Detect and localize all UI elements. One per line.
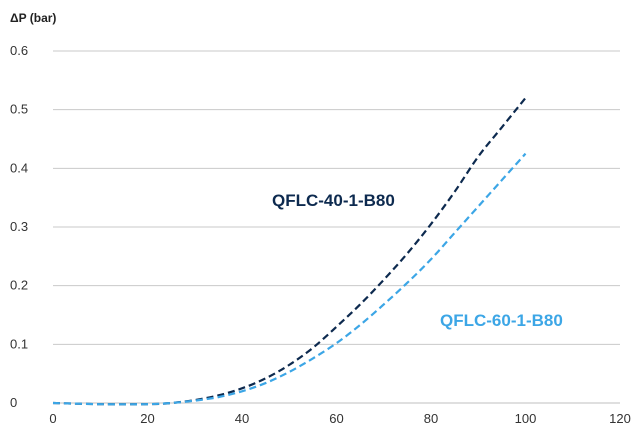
x-tick-label: 40 <box>235 411 249 426</box>
y-tick-label: 0.4 <box>10 160 28 175</box>
x-tick-label: 120 <box>609 411 631 426</box>
series-label-qflc-40: QFLC-40-1-B80 <box>272 191 395 210</box>
x-tick-label: 20 <box>140 411 154 426</box>
series-label-qflc-60: QFLC-60-1-B80 <box>440 311 563 330</box>
series-layer <box>52 97 527 406</box>
y-tick-label: 0.5 <box>10 102 28 117</box>
x-tick-label: 60 <box>329 411 343 426</box>
grid-layer <box>53 50 620 404</box>
x-tick-label: 80 <box>424 411 438 426</box>
y-tick-label: 0 <box>10 395 17 410</box>
y-tick-label: 0.3 <box>10 219 28 234</box>
series-line-1 <box>52 152 527 406</box>
y-tick-label: 0.2 <box>10 278 28 293</box>
y-tick-label: 0.1 <box>10 336 28 351</box>
y-tick-label: 0.6 <box>10 43 28 58</box>
series-line-0 <box>52 97 527 406</box>
x-tick-label: 0 <box>49 411 56 426</box>
x-tick-label: 100 <box>515 411 537 426</box>
tick-layer: 0 0.1 0.2 0.3 0.4 0.5 0.6 0 20 40 60 80 100 120 <box>10 43 631 426</box>
y-axis-label: ΔP (bar) <box>10 11 56 25</box>
